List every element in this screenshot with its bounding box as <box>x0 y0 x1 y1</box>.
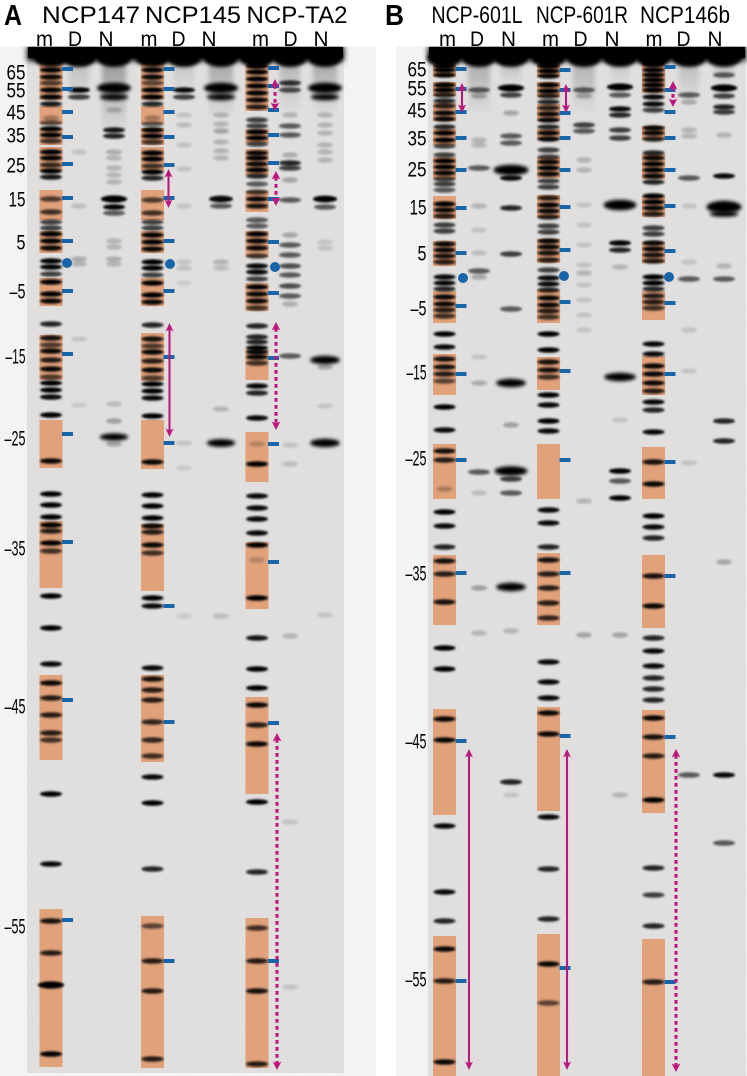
svg-text:D: D <box>68 28 82 51</box>
svg-text:B: B <box>385 0 404 32</box>
svg-text:–45: –45 <box>5 696 26 719</box>
svg-text:–5: –5 <box>411 298 427 321</box>
svg-text:–15: –15 <box>6 346 26 369</box>
svg-text:35: 35 <box>408 128 427 151</box>
svg-text:D: D <box>574 28 588 51</box>
svg-text:D: D <box>677 28 691 51</box>
svg-text:–55: –55 <box>5 916 26 939</box>
svg-text:35: 35 <box>7 125 26 148</box>
svg-text:45: 45 <box>7 102 26 125</box>
svg-text:–25: –25 <box>406 448 427 471</box>
svg-text:m: m <box>439 28 456 51</box>
svg-text:NCP145: NCP145 <box>145 2 241 29</box>
svg-text:N: N <box>99 28 114 51</box>
svg-text:45: 45 <box>408 100 427 123</box>
svg-text:D: D <box>470 28 484 51</box>
svg-text:–15: –15 <box>407 362 427 385</box>
svg-text:A: A <box>4 0 22 32</box>
svg-text:N: N <box>202 28 217 51</box>
svg-text:NCP146b: NCP146b <box>640 2 730 29</box>
svg-text:m: m <box>542 28 559 51</box>
svg-text:NCP-601L: NCP-601L <box>432 2 523 29</box>
svg-text:5: 5 <box>418 243 427 266</box>
svg-text:55: 55 <box>408 78 427 101</box>
svg-text:N: N <box>708 28 723 51</box>
svg-text:15: 15 <box>9 189 26 212</box>
svg-text:15: 15 <box>410 197 427 220</box>
svg-text:25: 25 <box>408 159 427 182</box>
svg-text:NCP147: NCP147 <box>42 2 140 29</box>
svg-text:N: N <box>605 28 620 51</box>
svg-text:NCP-TA2: NCP-TA2 <box>247 2 348 29</box>
svg-text:m: m <box>646 28 663 51</box>
svg-text:m: m <box>252 28 269 51</box>
svg-text:m: m <box>141 28 158 51</box>
svg-text:65: 65 <box>408 59 427 82</box>
svg-text:–45: –45 <box>406 731 427 754</box>
svg-text:–35: –35 <box>5 538 26 561</box>
svg-text:m: m <box>36 28 53 51</box>
svg-text:–55: –55 <box>406 969 427 992</box>
svg-text:–35: –35 <box>406 563 427 586</box>
svg-text:NCP-601R: NCP-601R <box>536 2 628 29</box>
svg-text:5: 5 <box>17 232 26 255</box>
svg-text:N: N <box>314 28 329 51</box>
svg-text:D: D <box>172 28 186 51</box>
svg-text:N: N <box>501 28 516 51</box>
svg-text:D: D <box>284 28 298 51</box>
svg-text:55: 55 <box>7 80 26 103</box>
svg-text:–25: –25 <box>5 428 26 451</box>
svg-text:–5: –5 <box>10 281 26 304</box>
svg-text:65: 65 <box>7 62 26 85</box>
svg-text:25: 25 <box>7 155 26 178</box>
